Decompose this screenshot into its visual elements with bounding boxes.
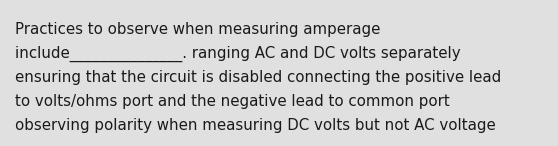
Text: observing polarity when measuring DC volts but not AC voltage: observing polarity when measuring DC vol…	[15, 118, 496, 133]
Text: include_______________. ranging AC and DC volts separately: include_______________. ranging AC and D…	[15, 46, 460, 62]
Text: to volts/ohms port and the negative lead to common port: to volts/ohms port and the negative lead…	[15, 94, 450, 109]
Text: Practices to observe when measuring amperage: Practices to observe when measuring ampe…	[15, 22, 381, 37]
Text: ensuring that the circuit is disabled connecting the positive lead: ensuring that the circuit is disabled co…	[15, 70, 501, 85]
